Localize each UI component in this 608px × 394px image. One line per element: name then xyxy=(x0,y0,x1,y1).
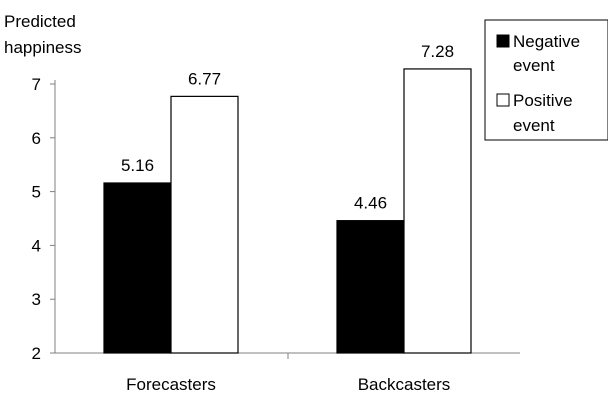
y-tick-label-1: 3 xyxy=(32,290,41,309)
data-label-forecasters-positive: 6.77 xyxy=(188,69,221,88)
y-tick-label-0: 2 xyxy=(32,344,41,363)
category-label-forecasters: Forecasters xyxy=(126,375,216,394)
category-label-backcasters: Backcasters xyxy=(358,375,451,394)
legend-swatch-negative xyxy=(496,34,510,48)
legend-label-negative-line-1: Negative xyxy=(513,32,580,51)
y-axis-title-line-2: happiness xyxy=(4,38,82,57)
legend-label-positive-line-2: event xyxy=(513,116,555,135)
y-tick-label-5: 7 xyxy=(32,75,41,94)
legend-label-positive-line-1: Positive xyxy=(513,91,573,110)
data-label-backcasters-positive: 7.28 xyxy=(421,42,454,61)
data-label-backcasters-negative: 4.46 xyxy=(354,194,387,213)
bars xyxy=(103,68,472,354)
y-axis-ticks: 2 3 4 5 6 7 xyxy=(32,75,55,363)
y-tick-label-4: 6 xyxy=(32,129,41,148)
bar-forecasters-negative xyxy=(103,182,172,354)
legend-swatch-positive xyxy=(496,93,510,107)
legend-label-negative-line-2: event xyxy=(513,56,555,75)
bar-backcasters-positive xyxy=(403,68,472,354)
legend: Negative event Positive event xyxy=(484,19,608,141)
category-labels: Forecasters Backcasters xyxy=(126,375,450,394)
y-axis-title-line-1: Predicted xyxy=(4,12,76,31)
bar-forecasters-positive xyxy=(170,95,239,354)
y-tick-label-3: 5 xyxy=(32,183,41,202)
data-labels: 5.16 6.77 4.46 7.28 xyxy=(121,42,454,213)
bar-backcasters-negative xyxy=(336,220,405,354)
data-label-forecasters-negative: 5.16 xyxy=(121,156,154,175)
y-tick-label-2: 4 xyxy=(32,236,41,255)
